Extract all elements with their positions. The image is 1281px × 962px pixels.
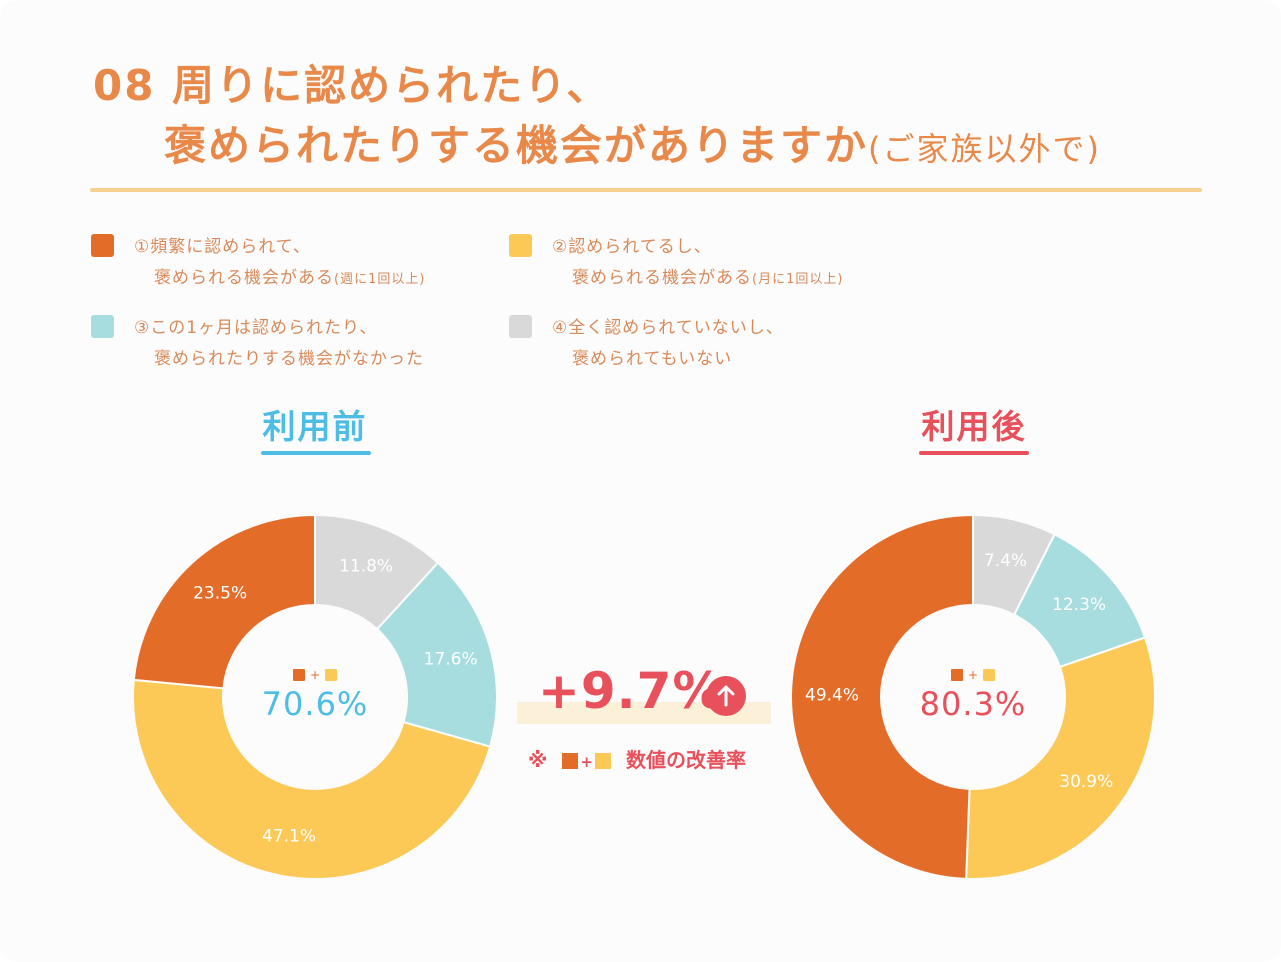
arrow-up-icon xyxy=(706,676,746,716)
legend-swatch-1 xyxy=(91,234,114,257)
before-slice-label-2: 47.1% xyxy=(262,827,316,847)
legend-text-3: ③この1ヶ月は認められたり、 褒められたりする機会がなかった xyxy=(134,313,424,375)
legend-swatch-2 xyxy=(509,234,532,257)
legend-text-4: ④全く認められていないし、 褒められてもいない xyxy=(552,313,784,375)
question-number: 08 xyxy=(93,61,156,110)
legend-2-line1: ②認められてるし、 xyxy=(552,237,712,257)
mini-swatch-1 xyxy=(950,668,963,681)
title-line-2: 褒められたりする機会がありますか(ご家族以外で) xyxy=(164,112,1101,173)
legend-2-note: (月に1回以上) xyxy=(752,272,844,287)
difference-value: +9.7% xyxy=(538,662,724,720)
legend-1-line2: 褒められる機会がある xyxy=(154,268,334,288)
before-slice-3 xyxy=(375,561,498,748)
after-title-underline xyxy=(919,451,1029,455)
legend-3-line1: ③この1ヶ月は認められたり、 xyxy=(134,318,378,338)
after-slice-label-2: 30.9% xyxy=(1059,772,1113,792)
before-slice-label-4: 11.8% xyxy=(339,557,393,577)
legend-4-line2: 褒められてもいない xyxy=(572,349,733,369)
legend-3-line2: 褒められたりする機会がなかった xyxy=(154,349,424,369)
after-center-key: + xyxy=(903,664,1043,683)
legend-text-2: ②認められてるし、 褒められる機会がある(月に1回以上) xyxy=(552,232,843,295)
before-slice-label-3: 17.6% xyxy=(424,650,478,670)
title-text-2: 褒められたりする機会がありますか xyxy=(164,121,869,170)
mini-swatch-2 xyxy=(983,668,996,681)
note-prefix: ※ xyxy=(528,748,548,772)
before-center-summary: + 70.6% xyxy=(245,664,385,724)
difference-highlight xyxy=(517,702,771,724)
title-divider xyxy=(90,188,1202,192)
difference-note: ※ + 数値の改善率 xyxy=(528,748,746,772)
legend-swatch-3 xyxy=(91,315,114,338)
legend-4-line1: ④全く認められていないし、 xyxy=(552,318,784,338)
note-swatch-2 xyxy=(595,753,611,769)
mini-swatch-1 xyxy=(292,668,305,681)
title-line-1: 08 周りに認められたり、 xyxy=(93,52,610,113)
after-chart-title: 利用後 xyxy=(921,407,1027,446)
after-slice-2 xyxy=(965,636,1156,880)
after-slice-label-3: 12.3% xyxy=(1052,595,1106,615)
after-center-value: 80.3% xyxy=(919,685,1027,723)
before-chart-title: 利用前 xyxy=(262,407,368,446)
after-center-summary: + 80.3% xyxy=(903,664,1043,724)
before-donut-chart: 11.8% 17.6% 47.1% 23.5% xyxy=(132,513,498,880)
before-slice-1 xyxy=(132,513,316,690)
title-text-1: 周りに認められたり、 xyxy=(172,61,611,110)
after-slice-label-4: 7.4% xyxy=(984,551,1027,571)
after-donut-chart: 7.4% 12.3% 30.9% 49.4% xyxy=(790,513,1156,880)
before-slice-label-1: 23.5% xyxy=(193,584,247,604)
mini-swatch-2 xyxy=(325,668,338,681)
before-title-underline xyxy=(261,451,371,455)
legend-swatch-4 xyxy=(509,315,532,338)
before-center-key: + xyxy=(245,664,385,683)
after-slice-1 xyxy=(790,513,974,880)
after-slice-label-1: 49.4% xyxy=(805,685,859,705)
before-center-value: 70.6% xyxy=(261,685,369,723)
title-suffix: (ご家族以外で) xyxy=(868,130,1101,168)
legend-2-line2: 褒められる機会がある xyxy=(572,268,752,288)
before-slice-2 xyxy=(132,678,492,880)
legend-1-line1: ①頻繁に認められて、 xyxy=(134,237,311,257)
legend-text-1: ①頻繁に認められて、 褒められる機会がある(週に1回以上) xyxy=(134,232,425,295)
note-text: 数値の改善率 xyxy=(625,748,746,772)
legend-1-note: (週に1回以上) xyxy=(334,272,426,287)
note-swatch-1 xyxy=(562,753,579,769)
